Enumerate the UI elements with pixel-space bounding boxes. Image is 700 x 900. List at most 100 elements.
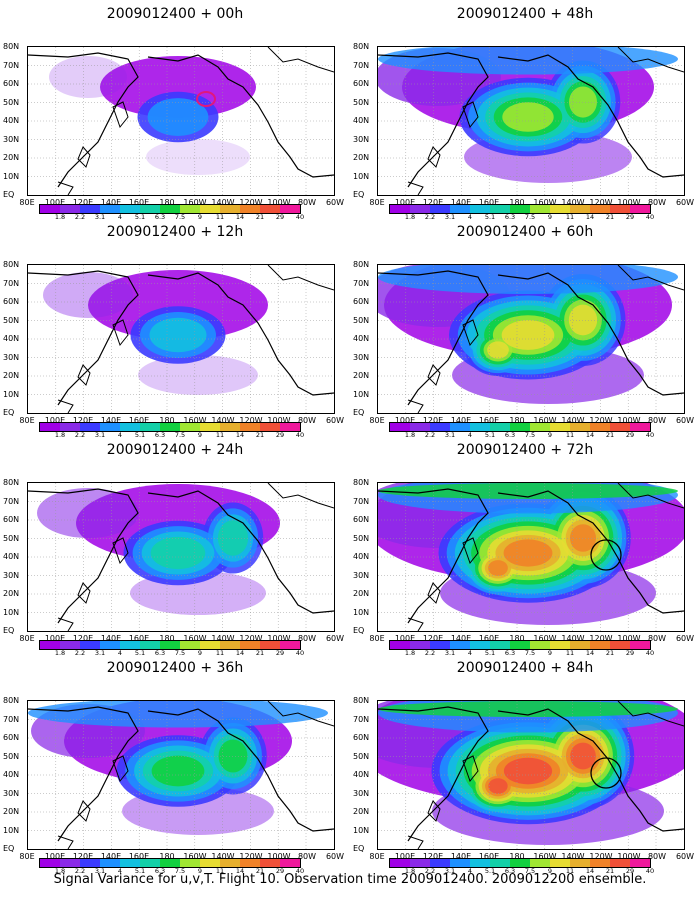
latitude-label: 50N bbox=[3, 751, 20, 761]
colorbar-label: 11 bbox=[565, 649, 575, 657]
colorbar-swatch bbox=[100, 641, 120, 649]
panel-title: 2009012400 + 48h bbox=[456, 6, 594, 22]
colorbar-label: 5.1 bbox=[134, 431, 146, 439]
latitude-label: 40N bbox=[3, 770, 20, 779]
longitude-label: 180 bbox=[509, 852, 525, 861]
longitude-label: 100E bbox=[44, 852, 66, 861]
latitude-label: EQ bbox=[353, 190, 365, 199]
variance-blob bbox=[43, 272, 133, 318]
longitude-label: 140E bbox=[450, 634, 472, 643]
latitude-label: 80N bbox=[353, 260, 370, 269]
variance-blob bbox=[218, 739, 248, 773]
colorbar bbox=[39, 204, 301, 214]
asia-coastline bbox=[378, 270, 489, 406]
colorbar-label: 1.8 bbox=[54, 213, 66, 221]
longitude-label: 120E bbox=[422, 198, 444, 207]
latitude-label: 60N bbox=[353, 297, 370, 306]
japan-coastline bbox=[462, 755, 479, 783]
colorbar-label: 11 bbox=[215, 431, 225, 439]
colorbar-swatch bbox=[510, 641, 530, 649]
colorbar-swatch bbox=[220, 641, 240, 649]
latitude-label: 50N bbox=[3, 533, 20, 543]
colorbar-label: 9 bbox=[547, 431, 553, 439]
colorbar-swatch bbox=[450, 859, 470, 867]
longitude-label: 60W bbox=[675, 416, 695, 425]
arctic-coastline bbox=[267, 265, 334, 291]
latitude-label: 70N bbox=[353, 714, 370, 724]
longitude-label: 160W bbox=[533, 634, 557, 643]
colorbar-swatch bbox=[450, 641, 470, 649]
map-canvas bbox=[378, 483, 684, 631]
colorbar-label: 7.5 bbox=[174, 867, 186, 875]
asia-coastline bbox=[378, 52, 489, 188]
colorbar-swatch bbox=[510, 205, 530, 213]
colorbar-swatch bbox=[280, 859, 300, 867]
latitude-label: 20N bbox=[353, 589, 370, 598]
north-america-coastline bbox=[497, 54, 684, 178]
colorbar bbox=[389, 858, 651, 868]
colorbar-label: 2.2 bbox=[74, 431, 86, 439]
latitude-label: EQ bbox=[3, 190, 15, 199]
panel-title: 2009012400 + 72h bbox=[456, 442, 594, 458]
longitude-label: 180 bbox=[159, 416, 175, 425]
latitude-label: 20N bbox=[3, 807, 20, 816]
longitude-label: 140E bbox=[100, 198, 122, 207]
colorbar-swatch bbox=[410, 205, 430, 213]
longitude-label: 120E bbox=[72, 416, 94, 425]
longitude-label: 60W bbox=[325, 634, 345, 643]
longitude-label: 80W bbox=[647, 416, 667, 425]
colorbar-swatch bbox=[60, 859, 80, 867]
colorbar-label: 4 bbox=[467, 649, 473, 657]
asia-coastline bbox=[28, 52, 139, 188]
longitude-label: 160E bbox=[478, 634, 500, 643]
colorbar bbox=[39, 640, 301, 650]
longitude-label: 120E bbox=[72, 198, 94, 207]
colorbar-label: 5.1 bbox=[484, 867, 496, 875]
colorbar-swatch bbox=[550, 641, 570, 649]
latitude-label: 80N bbox=[353, 478, 370, 487]
variance-blob bbox=[501, 320, 555, 350]
latitude-label: 40N bbox=[3, 116, 20, 125]
colorbar-label: 11 bbox=[215, 867, 225, 875]
colorbar-label: 2.2 bbox=[424, 431, 436, 439]
longitude-label: 120E bbox=[72, 634, 94, 643]
latitude-label: 40N bbox=[353, 552, 370, 561]
colorbar-label: 14 bbox=[585, 649, 595, 657]
colorbar-label: 7.5 bbox=[174, 431, 186, 439]
colorbar-swatch bbox=[610, 859, 630, 867]
longitude-label: 120W bbox=[589, 852, 613, 861]
colorbar-label: 21 bbox=[255, 649, 265, 657]
longitude-label: 100E bbox=[394, 852, 416, 861]
longitude-label: 120E bbox=[422, 416, 444, 425]
colorbar-swatch bbox=[630, 205, 650, 213]
colorbar-swatch bbox=[390, 859, 410, 867]
arctic-coastline bbox=[267, 701, 334, 727]
variance-blob bbox=[138, 355, 258, 395]
variance-map bbox=[27, 264, 335, 414]
north-america-coastline bbox=[147, 490, 334, 614]
latitude-label: 70N bbox=[3, 496, 20, 506]
map-canvas bbox=[378, 265, 684, 413]
longitude-label: 80E bbox=[19, 634, 35, 643]
longitude-label: 100E bbox=[44, 416, 66, 425]
longitude-label: 140E bbox=[100, 634, 122, 643]
japan-coastline bbox=[462, 319, 479, 347]
colorbar-swatch bbox=[590, 641, 610, 649]
colorbar-label: 29 bbox=[625, 213, 635, 221]
latitude-label: 60N bbox=[3, 297, 20, 306]
variance-blob bbox=[149, 317, 207, 353]
colorbar-label: 6.3 bbox=[154, 649, 166, 657]
colorbar-swatch bbox=[410, 859, 430, 867]
latitude-label: 80N bbox=[3, 478, 20, 487]
colorbar-label: 14 bbox=[585, 213, 595, 221]
longitude-label: 60W bbox=[675, 852, 695, 861]
colorbar-swatch bbox=[630, 641, 650, 649]
colorbar-label: 14 bbox=[235, 867, 245, 875]
variance-blob bbox=[378, 483, 678, 499]
map-canvas bbox=[28, 483, 334, 631]
colorbar-swatch bbox=[390, 423, 410, 431]
colorbar-swatch bbox=[160, 423, 180, 431]
taiwan-coastline bbox=[427, 146, 441, 168]
colorbar-label: 2.2 bbox=[424, 213, 436, 221]
longitude-label: 120W bbox=[589, 416, 613, 425]
